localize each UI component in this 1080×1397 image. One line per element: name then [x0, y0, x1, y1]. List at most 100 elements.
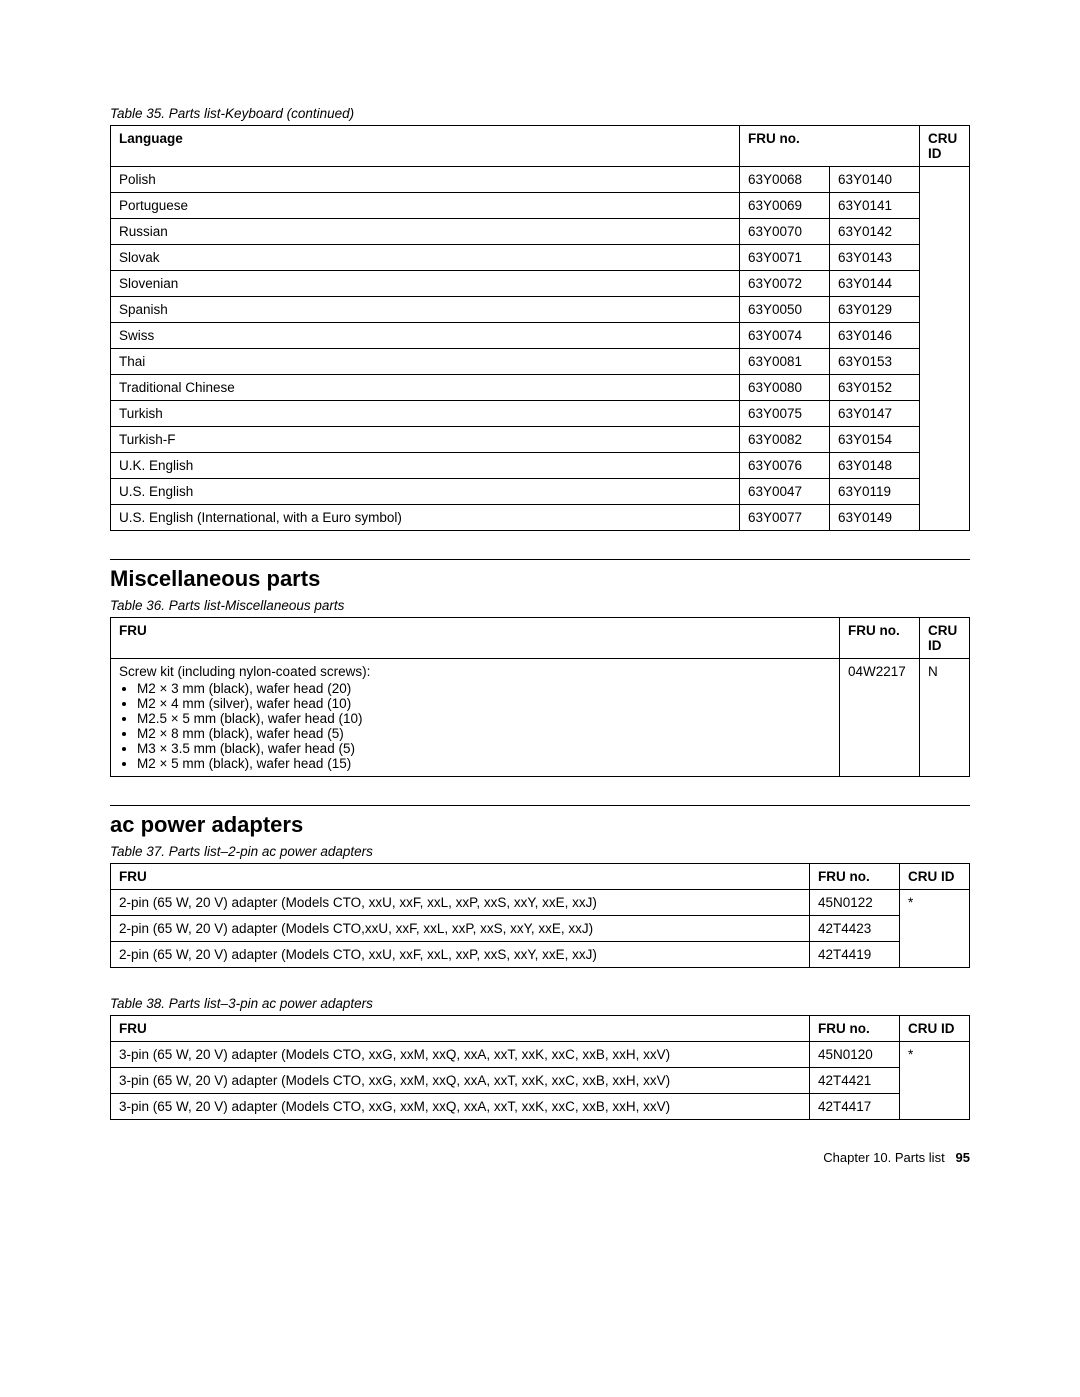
footer-page-number: 95: [956, 1150, 970, 1165]
table35-fru2-cell: 63Y0143: [830, 245, 920, 271]
adapter-fruno-cell: 42T4421: [810, 1068, 900, 1094]
table-row: 3-pin (65 W, 20 V) adapter (Models CTO, …: [111, 1042, 970, 1068]
table-row: Slovak63Y007163Y0143: [111, 245, 970, 271]
table35-language-cell: Portuguese: [111, 193, 740, 219]
table36-header-fruno: FRU no.: [840, 618, 920, 659]
table-row: U.K. English63Y007663Y0148: [111, 453, 970, 479]
table35-fru1-cell: 63Y0047: [740, 479, 830, 505]
adapter-fruno-cell: 42T4417: [810, 1094, 900, 1120]
table-row: Screw kit (including nylon-coated screws…: [111, 659, 970, 777]
table35-fru2-cell: 63Y0146: [830, 323, 920, 349]
adapter-fruno-cell: 45N0122: [810, 890, 900, 916]
table36-header-cruid: CRU ID: [920, 618, 970, 659]
list-item: M2 × 3 mm (black), wafer head (20): [137, 681, 831, 696]
table35-fru2-cell: 63Y0154: [830, 427, 920, 453]
table35-language-cell: U.S. English (International, with a Euro…: [111, 505, 740, 531]
table38-header-fru: FRU: [111, 1016, 810, 1042]
table36: FRU FRU no. CRU ID Screw kit (including …: [110, 617, 970, 777]
table35-language-cell: U.S. English: [111, 479, 740, 505]
table-row: 2-pin (65 W, 20 V) adapter (Models CTO, …: [111, 942, 970, 968]
table37: FRU FRU no. CRU ID 2-pin (65 W, 20 V) ad…: [110, 863, 970, 968]
table-row: U.S. English63Y004763Y0119: [111, 479, 970, 505]
adapter-fru-cell: 2-pin (65 W, 20 V) adapter (Models CTO,x…: [111, 916, 810, 942]
table36-header-fru: FRU: [111, 618, 840, 659]
table35-language-cell: Polish: [111, 167, 740, 193]
table35: Language FRU no. CRU ID Polish63Y006863Y…: [110, 125, 970, 531]
misc-parts-heading: Miscellaneous parts: [110, 566, 970, 592]
table35-language-cell: Swiss: [111, 323, 740, 349]
list-item: M2.5 × 5 mm (black), wafer head (10): [137, 711, 831, 726]
table35-language-cell: Spanish: [111, 297, 740, 323]
table-row: Turkish63Y007563Y0147: [111, 401, 970, 427]
table38-header-fruno: FRU no.: [810, 1016, 900, 1042]
table-row: 2-pin (65 W, 20 V) adapter (Models CTO,x…: [111, 916, 970, 942]
adapter-fru-cell: 3-pin (65 W, 20 V) adapter (Models CTO, …: [111, 1042, 810, 1068]
table35-language-cell: Thai: [111, 349, 740, 375]
adapter-fru-cell: 3-pin (65 W, 20 V) adapter (Models CTO, …: [111, 1068, 810, 1094]
table35-language-cell: Slovak: [111, 245, 740, 271]
table35-header-language: Language: [111, 126, 740, 167]
table-row: Russian63Y007063Y0142: [111, 219, 970, 245]
table-row: 2-pin (65 W, 20 V) adapter (Models CTO, …: [111, 890, 970, 916]
table38: FRU FRU no. CRU ID 3-pin (65 W, 20 V) ad…: [110, 1015, 970, 1120]
table35-fru1-cell: 63Y0050: [740, 297, 830, 323]
table-row: Thai63Y008163Y0153: [111, 349, 970, 375]
table35-fru2-cell: 63Y0144: [830, 271, 920, 297]
table38-header-cruid: CRU ID: [900, 1016, 970, 1042]
table-row: Polish63Y006863Y0140: [111, 167, 970, 193]
table35-fru2-cell: 63Y0153: [830, 349, 920, 375]
table35-cruid-cell: [920, 167, 970, 531]
table35-fru1-cell: 63Y0071: [740, 245, 830, 271]
section-divider: [110, 805, 970, 806]
adapter-cruid-cell: *: [900, 1042, 970, 1120]
table35-language-cell: Russian: [111, 219, 740, 245]
table35-fru2-cell: 63Y0148: [830, 453, 920, 479]
ac-adapters-heading: ac power adapters: [110, 812, 970, 838]
table37-header-fru: FRU: [111, 864, 810, 890]
table-row: Slovenian63Y007263Y0144: [111, 271, 970, 297]
table35-language-cell: Turkish-F: [111, 427, 740, 453]
table38-caption: Table 38. Parts list–3-pin ac power adap…: [110, 996, 970, 1011]
table35-fru1-cell: 63Y0076: [740, 453, 830, 479]
table35-fru2-cell: 63Y0147: [830, 401, 920, 427]
table35-fru1-cell: 63Y0081: [740, 349, 830, 375]
table35-fru2-cell: 63Y0119: [830, 479, 920, 505]
footer-chapter: Chapter 10. Parts list: [823, 1150, 944, 1165]
section-divider: [110, 559, 970, 560]
page-footer: Chapter 10. Parts list 95: [110, 1150, 970, 1165]
table-row: Portuguese63Y006963Y0141: [111, 193, 970, 219]
adapter-fruno-cell: 42T4419: [810, 942, 900, 968]
table35-fru2-cell: 63Y0149: [830, 505, 920, 531]
table35-fru1-cell: 63Y0072: [740, 271, 830, 297]
table-row: 3-pin (65 W, 20 V) adapter (Models CTO, …: [111, 1068, 970, 1094]
table35-fru2-cell: 63Y0152: [830, 375, 920, 401]
table35-fru1-cell: 63Y0068: [740, 167, 830, 193]
table36-fruno-cell: 04W2217: [840, 659, 920, 777]
table35-fru1-cell: 63Y0069: [740, 193, 830, 219]
list-item: M2 × 5 mm (black), wafer head (15): [137, 756, 831, 771]
table35-header-cruid: CRU ID: [920, 126, 970, 167]
screw-list: M2 × 3 mm (black), wafer head (20)M2 × 4…: [119, 681, 831, 771]
adapter-fru-cell: 2-pin (65 W, 20 V) adapter (Models CTO, …: [111, 890, 810, 916]
table35-fru2-cell: 63Y0141: [830, 193, 920, 219]
list-item: M2 × 4 mm (silver), wafer head (10): [137, 696, 831, 711]
table-row: Traditional Chinese63Y008063Y0152: [111, 375, 970, 401]
adapter-fru-cell: 3-pin (65 W, 20 V) adapter (Models CTO, …: [111, 1094, 810, 1120]
table-row: Spanish63Y005063Y0129: [111, 297, 970, 323]
table35-fru2-cell: 63Y0142: [830, 219, 920, 245]
table-row: Turkish-F63Y008263Y0154: [111, 427, 970, 453]
table35-fru1-cell: 63Y0074: [740, 323, 830, 349]
table36-cruid-cell: N: [920, 659, 970, 777]
table35-fru2-cell: 63Y0140: [830, 167, 920, 193]
screw-kit-title: Screw kit (including nylon-coated screws…: [119, 664, 370, 679]
table36-fru-cell: Screw kit (including nylon-coated screws…: [111, 659, 840, 777]
table-row: U.S. English (International, with a Euro…: [111, 505, 970, 531]
table35-language-cell: U.K. English: [111, 453, 740, 479]
table37-header-fruno: FRU no.: [810, 864, 900, 890]
table37-caption: Table 37. Parts list–2-pin ac power adap…: [110, 844, 970, 859]
table36-caption: Table 36. Parts list-Miscellaneous parts: [110, 598, 970, 613]
table35-language-cell: Slovenian: [111, 271, 740, 297]
table-row: Swiss63Y007463Y0146: [111, 323, 970, 349]
table35-language-cell: Traditional Chinese: [111, 375, 740, 401]
table35-fru2-cell: 63Y0129: [830, 297, 920, 323]
